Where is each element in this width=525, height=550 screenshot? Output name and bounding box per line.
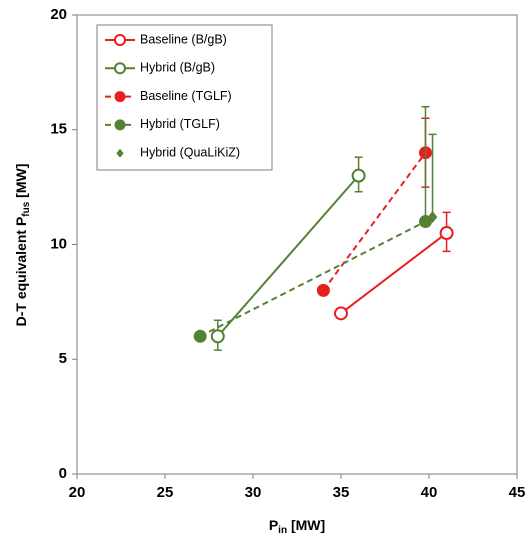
marker: [210, 329, 225, 344]
marker: [193, 329, 207, 343]
legend-label: Baseline (TGLF): [140, 89, 232, 103]
series-line: [217, 174, 360, 337]
legend-marker: [114, 119, 126, 131]
error-bar: [428, 133, 437, 218]
legend-label: Hybrid (TGLF): [140, 117, 220, 131]
x-tick-label: 20: [69, 484, 86, 501]
legend-label: Baseline (B/gB): [140, 32, 227, 46]
y-tick-label: 5: [59, 350, 67, 367]
series-line: [199, 220, 426, 338]
legend-marker: [114, 62, 126, 75]
legend-marker: [116, 148, 124, 158]
marker: [334, 306, 348, 321]
x-tick-label: 30: [245, 484, 262, 501]
y-tick-label: 0: [59, 465, 67, 482]
marker: [316, 283, 330, 297]
x-axis-label: Pin [MW]: [269, 517, 325, 536]
y-tick-label: 20: [50, 6, 67, 23]
x-tick-label: 45: [509, 484, 525, 501]
marker: [427, 210, 438, 223]
y-tick-label: 15: [50, 121, 67, 138]
legend-label: Hybrid (QuaLiKiZ): [140, 145, 240, 159]
y-label-unit: [MW]: [13, 164, 29, 202]
x-label-main: P: [269, 517, 278, 533]
y-label-main: D-T equivalent P: [13, 217, 29, 327]
series-line: [340, 232, 448, 315]
marker: [439, 226, 454, 241]
y-label-sub: fus: [21, 201, 32, 216]
error-bar: [421, 106, 430, 223]
x-tick-label: 35: [333, 484, 350, 501]
series-line: [322, 152, 427, 291]
y-tick-label: 10: [50, 235, 67, 252]
legend-label: Hybrid (B/gB): [140, 61, 215, 75]
legend-marker: [114, 34, 126, 46]
x-tick-label: 25: [157, 484, 174, 501]
x-label-sub: in: [278, 525, 287, 536]
x-label-unit: [MW]: [287, 517, 325, 533]
marker: [351, 168, 366, 183]
x-tick-label: 40: [421, 484, 438, 501]
y-axis-label: D-T equivalent Pfus [MW]: [13, 164, 32, 327]
legend-marker: [114, 91, 126, 103]
